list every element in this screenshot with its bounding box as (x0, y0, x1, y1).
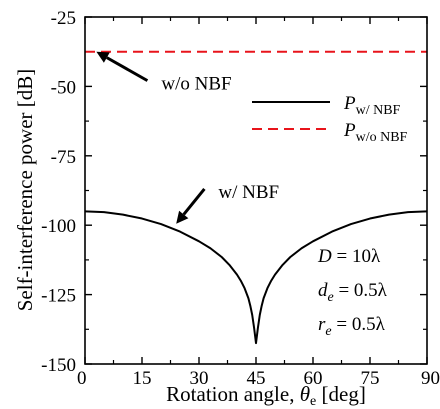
legend-label: Pw/ NBF (343, 93, 401, 118)
y-tick-label: -50 (51, 77, 76, 98)
parameter-text: de = 0.5λ (318, 280, 388, 305)
x-tick-label: 30 (190, 368, 209, 389)
annotation-arrow-head (176, 210, 189, 224)
series-layer (85, 50, 427, 345)
x-axis-title: Rotation angle, θe [deg] (166, 382, 366, 409)
x-tick-label: 60 (304, 368, 323, 389)
plot-frame (84, 16, 428, 365)
x-tick-label: 75 (361, 368, 380, 389)
x-axis-symbol: θ (300, 382, 310, 406)
parameter-text: re = 0.5λ (318, 314, 386, 339)
x-tick-label: 90 (421, 368, 440, 389)
tick-labels: 0 15 30 45 60 75 90 -25 -50 -75 -100 -125 -150 (41, 8, 440, 389)
y-tick-label: -25 (51, 8, 76, 29)
annotations: w/o NBF w/ NBF (96, 51, 279, 224)
series-line-solid (85, 210, 427, 345)
y-tick-label: -150 (41, 355, 76, 376)
annotation-arrow-shaft (182, 187, 206, 216)
x-tick-label: 45 (247, 368, 266, 389)
y-tick-label: -75 (51, 147, 76, 168)
y-tick-label: -100 (41, 216, 76, 237)
annotation-arrow-shaft (106, 56, 149, 82)
parameter-block: D = 10λ de = 0.5λ re = 0.5λ (317, 246, 388, 339)
x-tick-label: 0 (77, 368, 87, 389)
parameter-text: D = 10λ (317, 246, 381, 267)
x-axis-subscript: e (310, 394, 316, 409)
x-tick-label: 15 (133, 368, 152, 389)
annotation-label: w/ NBF (218, 182, 279, 203)
x-axis-label: Rotation angle, (166, 382, 300, 406)
x-axis-unit: [deg] (316, 382, 366, 406)
annotation-arrow-head (96, 51, 110, 63)
annotation-label: w/o NBF (161, 74, 231, 95)
legend-label: Pw/o NBF (343, 120, 408, 145)
y-axis-title: Self-interference power [dB] (13, 69, 37, 312)
y-tick-label: -125 (41, 286, 76, 307)
